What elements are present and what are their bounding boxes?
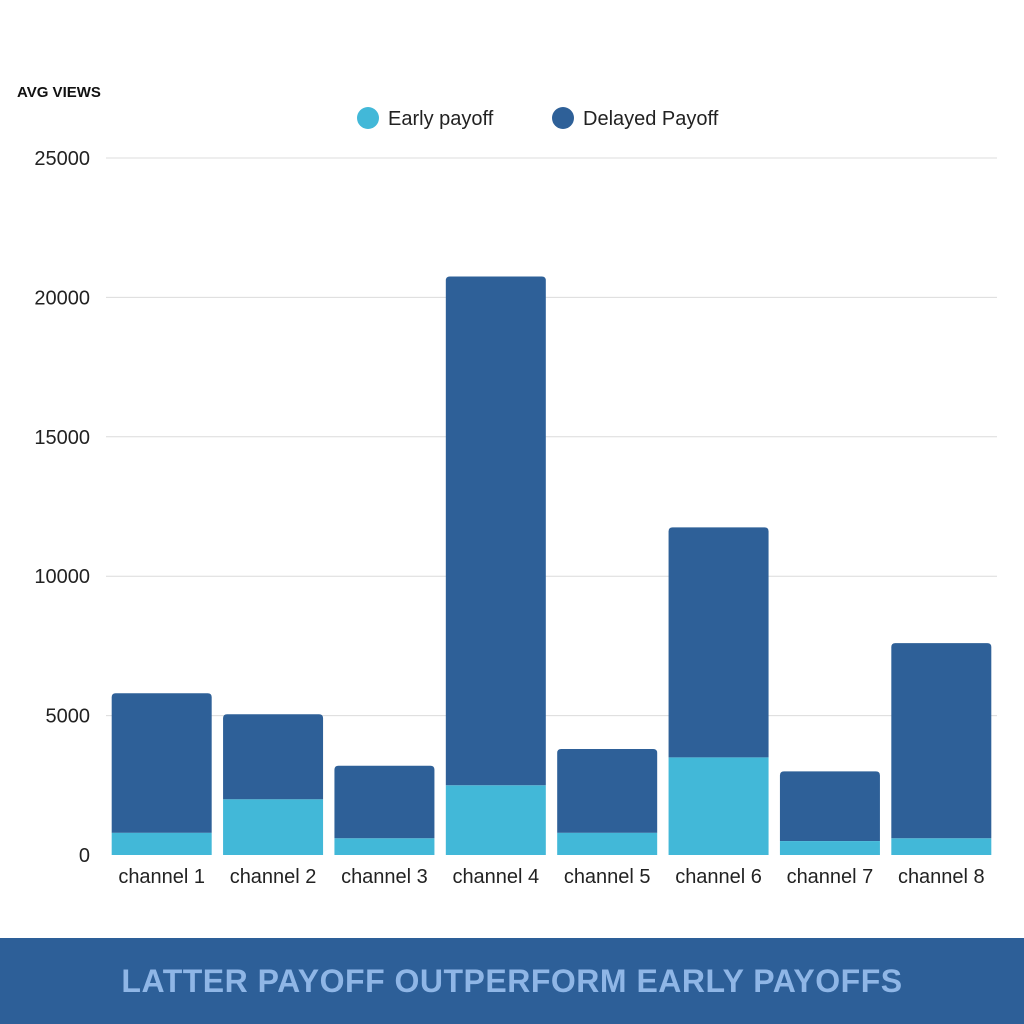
bar-early-1 bbox=[111, 832, 212, 855]
y-tick-label: 15000 bbox=[34, 427, 90, 449]
bar-delayed-3 bbox=[334, 765, 435, 839]
bar-early-7 bbox=[779, 841, 880, 855]
gridlines bbox=[106, 157, 997, 717]
bar-delayed-7 bbox=[779, 771, 880, 842]
legend: Early payoff Delayed Payoff bbox=[357, 107, 719, 130]
y-tick-label: 20000 bbox=[34, 287, 90, 309]
stacked-bar-chart: AVG VIEWS Early payoff Delayed Payoff 0 50… bbox=[17, 84, 997, 888]
bar-early-3 bbox=[334, 838, 435, 855]
banner-text: LATTER PAYOFF OUTPERFORM EARLY PAYOFFS bbox=[121, 962, 903, 999]
bar-delayed-5 bbox=[557, 749, 658, 833]
bar-delayed-2 bbox=[223, 714, 324, 800]
bar-early-5 bbox=[557, 832, 658, 855]
bar-delayed-6 bbox=[668, 527, 769, 758]
x-tick-label: channel 2 bbox=[230, 866, 317, 888]
bars bbox=[111, 276, 992, 855]
y-tick-label: 25000 bbox=[34, 148, 90, 170]
bar-early-6 bbox=[668, 757, 769, 855]
x-tick-label: channel 3 bbox=[341, 866, 428, 888]
x-tick-label: channel 5 bbox=[564, 866, 651, 888]
chart-area: AVG VIEWS Early payoff Delayed Payoff 0 50… bbox=[17, 84, 997, 888]
bar-early-8 bbox=[891, 838, 992, 855]
x-tick-label: channel 7 bbox=[787, 866, 874, 888]
bar-delayed-1 bbox=[111, 693, 212, 833]
y-tick-label: 5000 bbox=[46, 706, 91, 728]
legend-label-2: Delayed Payoff bbox=[583, 108, 719, 130]
bar-delayed-8 bbox=[891, 643, 992, 839]
footer-banner: LATTER PAYOFF OUTPERFORM EARLY PAYOFFS bbox=[0, 938, 1024, 1024]
bar-early-2 bbox=[223, 799, 324, 855]
legend-marker-1 bbox=[357, 107, 379, 129]
y-tick-label: 10000 bbox=[34, 566, 90, 588]
legend-marker-2 bbox=[552, 107, 574, 129]
x-axis-ticks: channel 1 channel 2 channel 3 channel 4 chan… bbox=[118, 866, 984, 888]
y-axis-ticks: 0 5000 10000 15000 20000 25000 bbox=[34, 148, 90, 867]
x-tick-label: channel 1 bbox=[118, 866, 205, 888]
x-tick-label: channel 8 bbox=[898, 866, 985, 888]
x-tick-label: channel 6 bbox=[675, 866, 762, 888]
y-axis-label: AVG VIEWS bbox=[17, 84, 101, 101]
bar-delayed-4 bbox=[445, 276, 546, 786]
bar-early-4 bbox=[445, 785, 546, 855]
legend-label-1: Early payoff bbox=[388, 108, 494, 130]
y-tick-label: 0 bbox=[79, 845, 90, 867]
x-tick-label: channel 4 bbox=[452, 866, 539, 888]
